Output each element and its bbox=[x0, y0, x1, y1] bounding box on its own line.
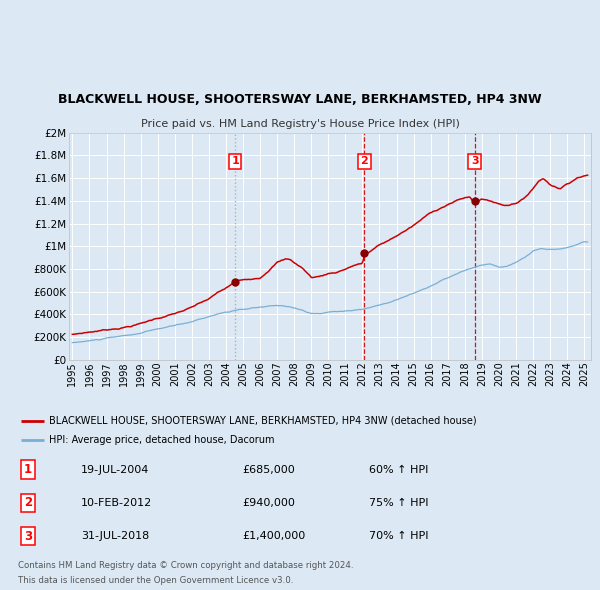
Text: This data is licensed under the Open Government Licence v3.0.: This data is licensed under the Open Gov… bbox=[18, 576, 293, 585]
Text: BLACKWELL HOUSE, SHOOTERSWAY LANE, BERKHAMSTED, HP4 3NW: BLACKWELL HOUSE, SHOOTERSWAY LANE, BERKH… bbox=[58, 93, 542, 106]
Text: 10-FEB-2012: 10-FEB-2012 bbox=[81, 498, 152, 508]
Text: £1,400,000: £1,400,000 bbox=[242, 531, 305, 541]
Text: 1: 1 bbox=[24, 463, 32, 477]
Text: Price paid vs. HM Land Registry's House Price Index (HPI): Price paid vs. HM Land Registry's House … bbox=[140, 119, 460, 129]
Text: HPI: Average price, detached house, Dacorum: HPI: Average price, detached house, Daco… bbox=[49, 435, 275, 445]
Text: 1: 1 bbox=[231, 156, 239, 166]
Text: 31-JUL-2018: 31-JUL-2018 bbox=[81, 531, 149, 541]
Text: 60% ↑ HPI: 60% ↑ HPI bbox=[369, 465, 428, 475]
Text: 2: 2 bbox=[24, 496, 32, 510]
Text: BLACKWELL HOUSE, SHOOTERSWAY LANE, BERKHAMSTED, HP4 3NW (detached house): BLACKWELL HOUSE, SHOOTERSWAY LANE, BERKH… bbox=[49, 416, 477, 426]
Text: Contains HM Land Registry data © Crown copyright and database right 2024.: Contains HM Land Registry data © Crown c… bbox=[18, 561, 353, 570]
Text: 70% ↑ HPI: 70% ↑ HPI bbox=[369, 531, 428, 541]
Text: 3: 3 bbox=[24, 529, 32, 543]
Text: 75% ↑ HPI: 75% ↑ HPI bbox=[369, 498, 428, 508]
Text: 3: 3 bbox=[471, 156, 478, 166]
Text: £685,000: £685,000 bbox=[242, 465, 295, 475]
Text: 2: 2 bbox=[361, 156, 368, 166]
Text: £940,000: £940,000 bbox=[242, 498, 295, 508]
Text: 19-JUL-2004: 19-JUL-2004 bbox=[81, 465, 149, 475]
